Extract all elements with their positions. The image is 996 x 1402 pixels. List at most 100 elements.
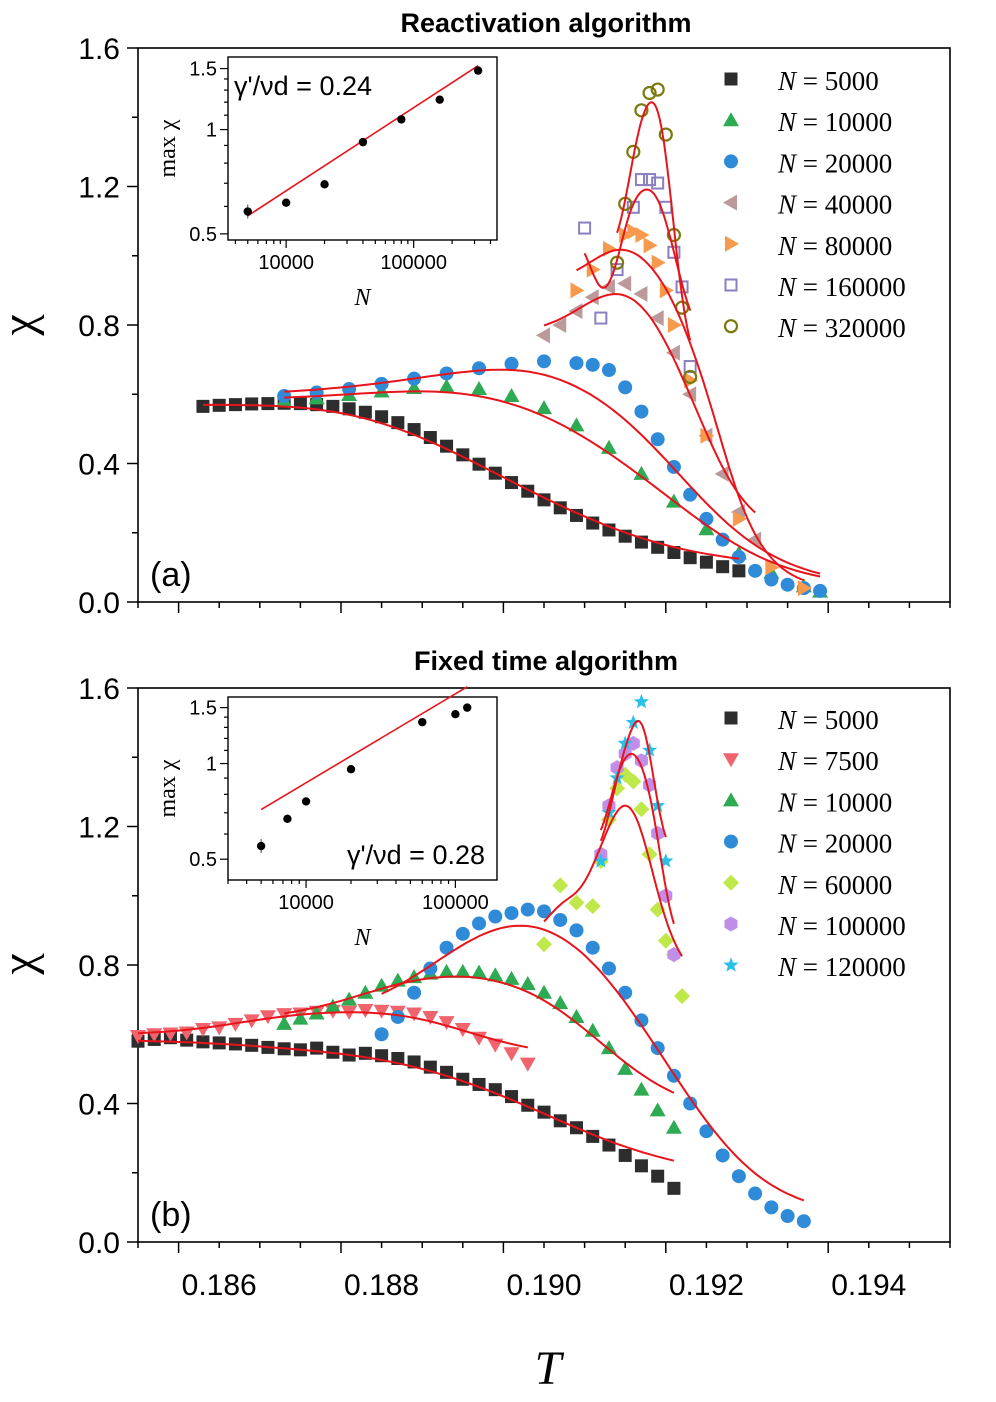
- panel-b-data-point: [569, 923, 584, 938]
- panel-b-inset-fit-line: [260, 686, 468, 811]
- panel-a-title: Reactivation algorithm: [400, 8, 691, 38]
- panel-a-data-point: [780, 577, 795, 592]
- panel-b-data-point: [633, 1081, 650, 1096]
- panel-a-data-point: [732, 510, 747, 527]
- panel-b-legend-label: N = 7500: [777, 746, 879, 776]
- panel-b-x-tick-label: 0.192: [669, 1269, 744, 1302]
- panel-a-data-point: [633, 285, 648, 302]
- panel-a-data-point: [586, 516, 600, 530]
- panel-b-data-point: [259, 1010, 276, 1025]
- panel-a-inset-data-point: [358, 137, 368, 147]
- panel-a-data-point: [731, 549, 746, 564]
- panel-b-legend-marker: [724, 834, 738, 849]
- panel-a-series-20000: [277, 354, 828, 598]
- panel-a-data-point: [650, 82, 665, 97]
- panel-a-data-point: [634, 404, 649, 419]
- panel-a-data-point: [617, 275, 632, 292]
- panel-a-data-point: [765, 559, 780, 576]
- panel-b-inset-data-point: [283, 814, 292, 824]
- panel-b-data-point: [357, 1004, 374, 1019]
- panel-b-data-point: [715, 1148, 730, 1163]
- panel-b-data-point: [625, 714, 641, 730]
- panel-a-data-point: [600, 439, 617, 454]
- panel-b-data-point: [699, 1124, 714, 1139]
- panel-a-data-point: [667, 545, 681, 559]
- panel-a-data-point: [658, 127, 673, 142]
- panel-a-data-point: [375, 410, 389, 424]
- panel-a-y-tick-label: 0.8: [78, 310, 120, 343]
- panel-b-title: Fixed time algorithm: [414, 646, 678, 676]
- panel-b-fit-line-60000: [543, 804, 683, 957]
- panel-a-data-point: [568, 417, 585, 432]
- panel-a-data-point: [601, 363, 616, 378]
- panel-a-inset-data-point: [397, 115, 406, 124]
- panel-b-inset-data-point: [463, 703, 472, 712]
- panel-b-plot: 0.186 0.188 0.190 0.192 0.194 0.0 0.4 0.8 1.2 1.6: [78, 673, 951, 1302]
- panel-b-data-point: [373, 1004, 390, 1019]
- panel-a-series-80000: [570, 223, 812, 597]
- panel-b-x-tick-label: 0.190: [506, 1269, 581, 1302]
- panel-b-fit-line-100000: [599, 752, 675, 925]
- panel-b-data-point: [324, 998, 341, 1013]
- panel-a-data-point: [261, 397, 275, 411]
- panel-b-data-point: [625, 773, 642, 790]
- panel-a-inset-annotation: γ'/νd = 0.24: [234, 71, 372, 101]
- panel-a-data-point: [699, 511, 714, 526]
- panel-b-inset-x-label: N: [353, 925, 372, 951]
- panel-b-x-tick-label: 0.194: [831, 1269, 906, 1302]
- panel-a-inset-y-tick-label: 0.5: [189, 224, 217, 246]
- panel-b-data-point: [617, 735, 633, 750]
- panel-b-data-point: [487, 967, 504, 982]
- panel-a-data-point: [634, 173, 648, 187]
- panel-a-legend-label: N = 5000: [777, 66, 879, 96]
- panel-b-inset-x-tick-label: 100000: [422, 892, 489, 914]
- panel-a-y-tick-label: 0.0: [78, 587, 120, 620]
- panel-a-legend-label: N = 160000: [777, 272, 906, 302]
- panel-b-data-point: [633, 801, 650, 818]
- panel-a-data-point: [627, 223, 642, 240]
- panel-b-inset-annotation: γ'/νd = 0.28: [347, 840, 485, 870]
- panel-b-fit-line-5000: [137, 1039, 675, 1162]
- panel-a-data-point: [634, 103, 649, 118]
- panel-a-legend-marker: [724, 154, 738, 169]
- panel-a-inset-y-tick-label: 1: [206, 120, 217, 142]
- panel-a-data-point: [578, 221, 592, 235]
- panel-b-data-point: [568, 894, 585, 911]
- panel-a-plot: 0.0 0.4 0.8 1.2 1.6: [78, 33, 951, 620]
- panel-b-data-point: [568, 1008, 585, 1023]
- panel-b-legend-label: N = 10000: [777, 787, 892, 817]
- panel-b-inset-y-tick-label: 1.5: [189, 698, 217, 720]
- panel-b-legend: N = 5000 N = 7500 N = 10000 N = 20000 N = 60…: [723, 705, 906, 982]
- panel-a: Reactivation algorithm 0.0 0.4 0.8 1.2 1.6 χ…: [0, 8, 951, 620]
- panel-a-data-point: [732, 564, 746, 578]
- panel-a-data-point: [570, 282, 585, 299]
- panel-a-data-point: [585, 357, 600, 372]
- panel-b-inset-data-point: [256, 841, 266, 851]
- panel-a-inset-data-point: [320, 180, 329, 189]
- panel-a-legend-label: N = 40000: [777, 190, 892, 220]
- panel-b-data-point: [553, 912, 568, 927]
- panel-b-y-tick-label: 1.2: [78, 812, 120, 845]
- panel-b-data-point: [536, 984, 552, 999]
- panel-b-data-point: [731, 1169, 746, 1184]
- panel-a-data-point: [326, 399, 340, 413]
- panel-a-y-tick-label: 1.2: [78, 172, 120, 205]
- panel-b-data-point: [471, 1031, 488, 1046]
- panel-b-data-point: [585, 940, 600, 955]
- panel-b-y-axis-label: χ: [0, 953, 45, 976]
- panel-b-legend-label: N = 20000: [777, 829, 892, 859]
- panel-a-data-point: [610, 263, 624, 277]
- panel-b-data-point: [488, 909, 503, 924]
- panel-b-legend-marker: [723, 957, 739, 972]
- panel-b-data-point: [634, 1159, 648, 1173]
- panel-a-data-point: [683, 551, 697, 565]
- panel-a-inset-y-tick-label: 1.5: [189, 59, 217, 81]
- panel-a-data-point: [594, 311, 608, 325]
- panel-a-data-point: [536, 400, 552, 415]
- panel-b-data-point: [503, 1047, 520, 1062]
- panel-b-data-point: [472, 916, 487, 931]
- panel-a-inset-y-label: max χ: [155, 119, 181, 177]
- panel-a-inset-x-label: N: [353, 285, 372, 311]
- panel-a-y-axis-label: χ: [0, 314, 45, 337]
